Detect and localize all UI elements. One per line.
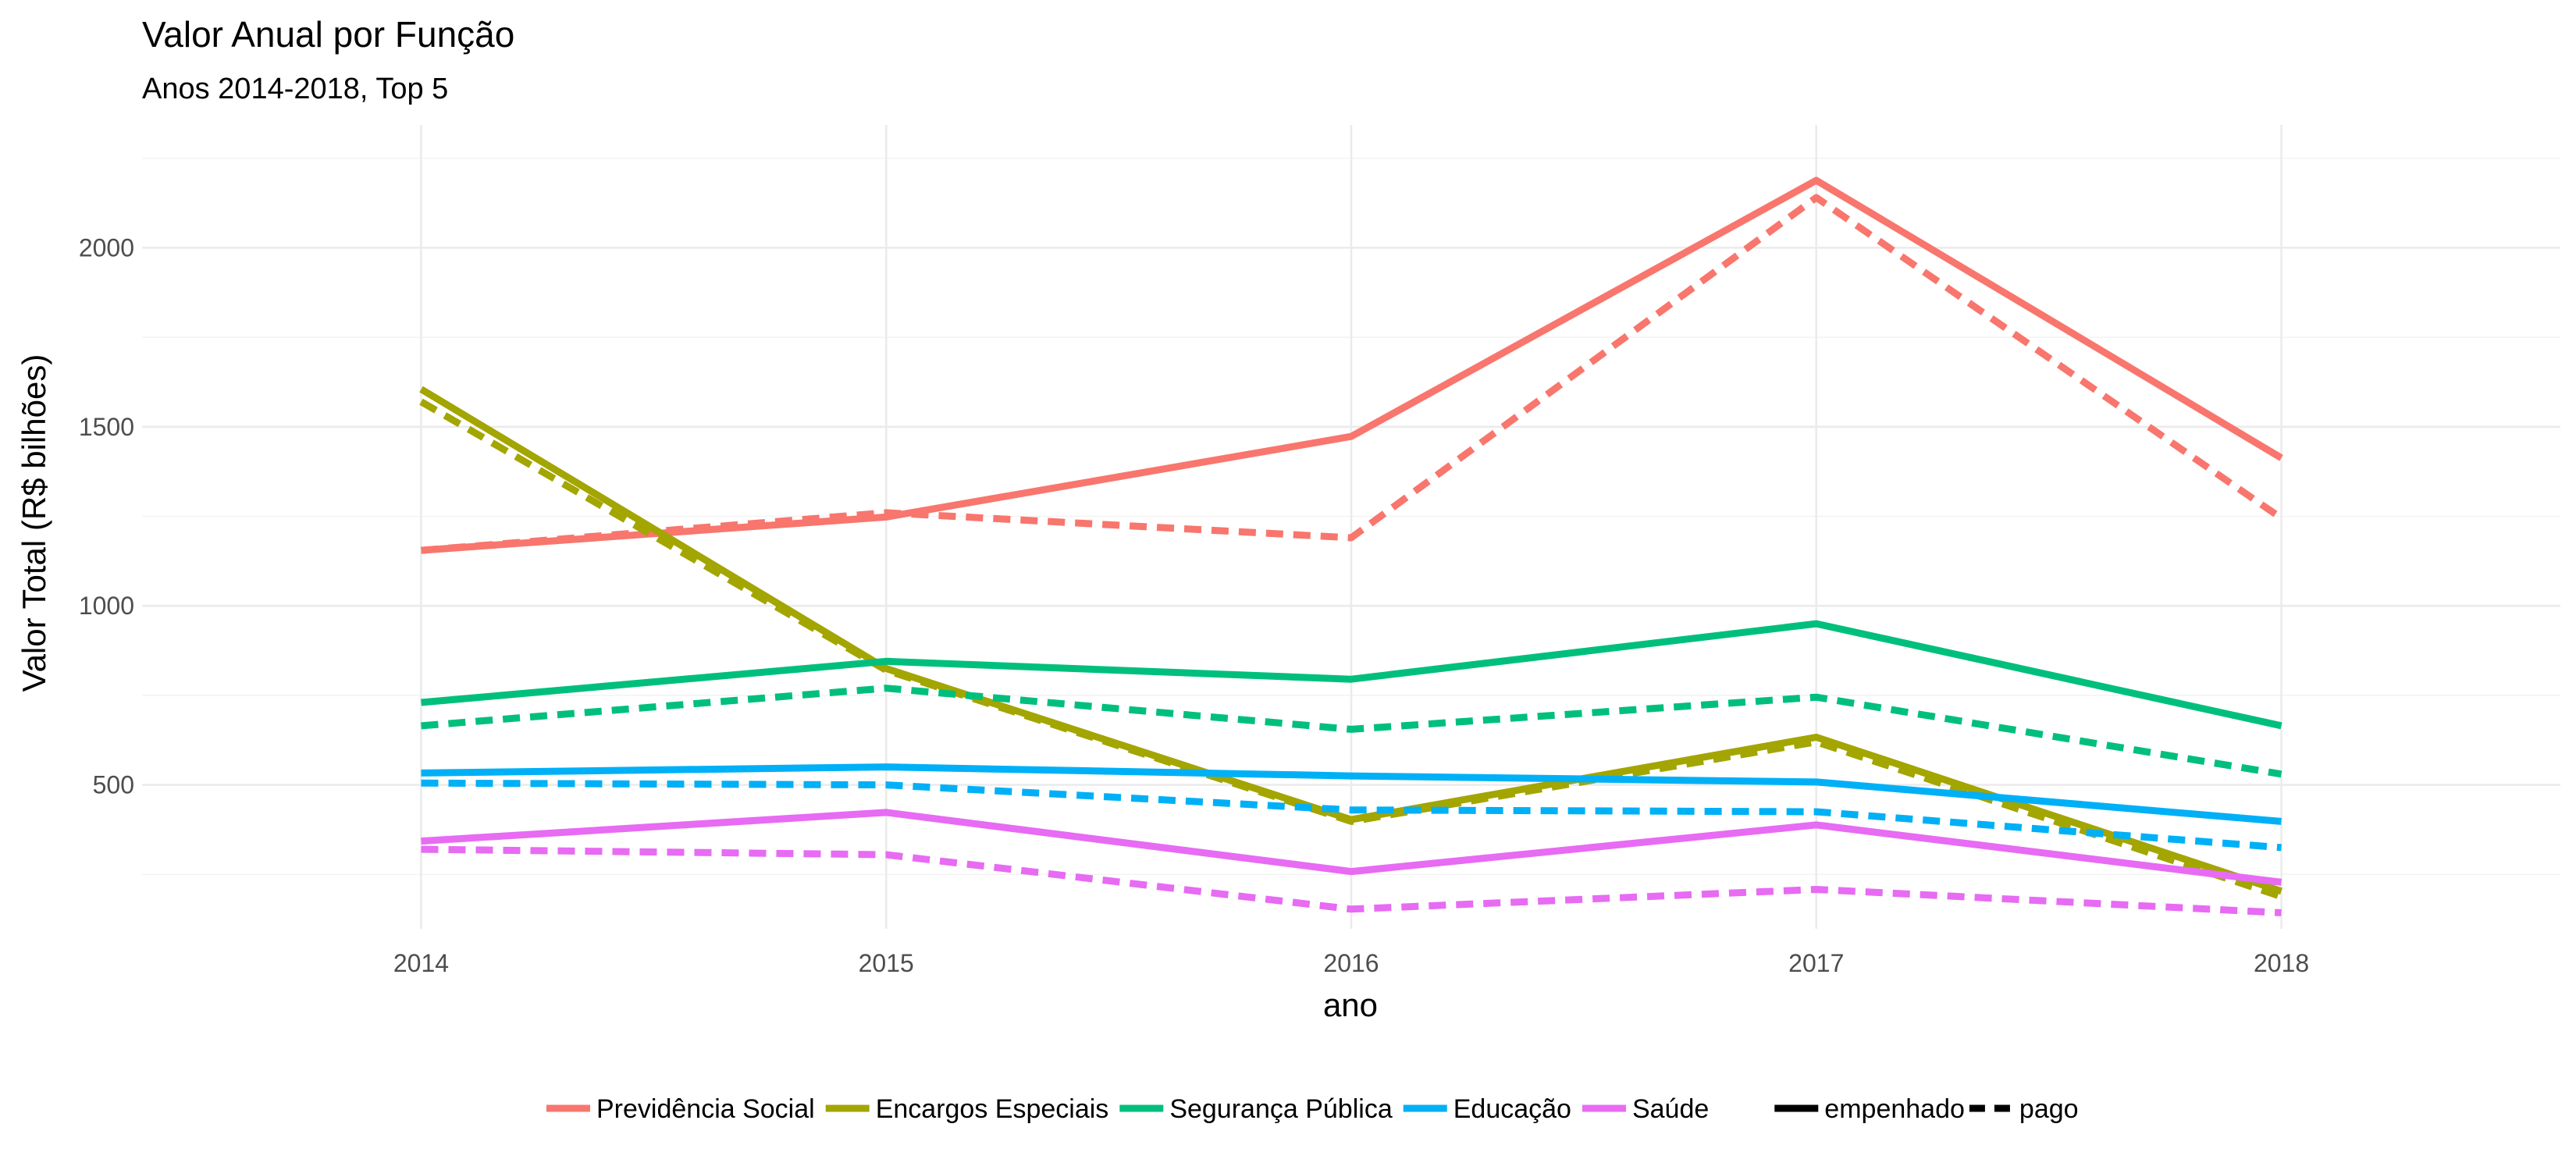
- legend-label-series-3: Segurança Pública: [1169, 1094, 1393, 1124]
- x-axis-ticks: 2014 2015 2016 2017 2018: [393, 949, 2309, 977]
- legend-label-series-2: Encargos Especiais: [876, 1094, 1109, 1124]
- chart-subtitle: Anos 2014-2018, Top 5: [142, 73, 448, 105]
- chart-title: Valor Anual por Função: [142, 14, 514, 55]
- series-lines: [419, 176, 2284, 916]
- legend-label-series-5: Saúde: [1632, 1094, 1709, 1124]
- series-3-pago-line: [421, 685, 2282, 778]
- y-axis-label: Valor Total (R$ bilhões): [16, 354, 52, 692]
- x-tick-label: 2014: [393, 949, 449, 977]
- x-tick-label: 2016: [1323, 949, 1379, 977]
- x-tick-label: 2015: [859, 949, 914, 977]
- series-3-empenhado-line: [421, 620, 2282, 730]
- x-tick-label: 2018: [2254, 949, 2309, 977]
- series-4-empenhado-line: [421, 763, 2282, 825]
- legend-label-linetype-empenhado: empenhado: [1824, 1094, 1965, 1124]
- series-4-pago-line: [421, 779, 2282, 852]
- y-tick-label: 500: [93, 771, 134, 799]
- legend-label-series-4: Educação: [1453, 1094, 1571, 1124]
- legend-label-series-1: Previdência Social: [596, 1094, 815, 1124]
- series-1-pago-line: [421, 194, 2284, 554]
- legend-label-linetype-pago: pago: [2019, 1094, 2079, 1124]
- y-tick-label: 2000: [79, 233, 134, 261]
- y-tick-label: 1000: [79, 592, 134, 620]
- y-axis-ticks: 500 1000 1500 2000: [79, 233, 134, 798]
- series-5-empenhado-line: [421, 809, 2282, 886]
- y-tick-label: 1500: [79, 413, 134, 441]
- legend: Previdência Social Encargos Especiais Segu…: [546, 1094, 2079, 1124]
- series-2-pago-line: [419, 398, 2282, 900]
- series-5-pago-line: [421, 845, 2282, 916]
- x-axis-label: ano: [1323, 987, 1378, 1023]
- x-tick-label: 2017: [1788, 949, 1844, 977]
